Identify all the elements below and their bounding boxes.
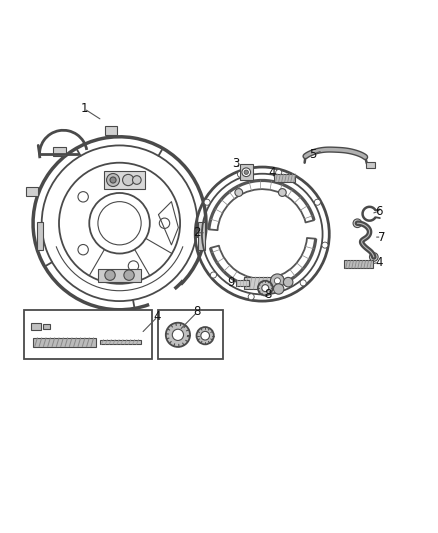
Circle shape <box>78 192 88 202</box>
Circle shape <box>283 277 293 287</box>
Circle shape <box>159 218 170 229</box>
Polygon shape <box>33 338 96 346</box>
Circle shape <box>133 176 141 184</box>
Circle shape <box>105 270 115 280</box>
Circle shape <box>314 199 321 205</box>
Polygon shape <box>104 172 145 189</box>
Text: 8: 8 <box>194 305 201 318</box>
Circle shape <box>248 294 254 300</box>
Polygon shape <box>198 222 205 250</box>
Polygon shape <box>344 261 372 268</box>
Circle shape <box>172 329 184 341</box>
Circle shape <box>128 261 138 271</box>
Bar <box>25 310 152 359</box>
Circle shape <box>210 272 216 278</box>
Circle shape <box>124 270 134 280</box>
Polygon shape <box>100 340 141 344</box>
Polygon shape <box>42 324 50 329</box>
Circle shape <box>353 219 362 228</box>
Circle shape <box>197 327 214 344</box>
Circle shape <box>235 189 243 196</box>
Polygon shape <box>31 322 41 330</box>
Circle shape <box>270 274 284 288</box>
Circle shape <box>273 284 284 294</box>
Polygon shape <box>240 165 253 180</box>
Circle shape <box>201 332 209 340</box>
Circle shape <box>78 245 88 255</box>
Text: 8: 8 <box>265 288 272 301</box>
Polygon shape <box>26 187 38 196</box>
Circle shape <box>300 280 306 286</box>
Circle shape <box>204 199 210 205</box>
Polygon shape <box>244 277 276 289</box>
Circle shape <box>322 242 328 248</box>
Text: 7: 7 <box>378 231 385 244</box>
Circle shape <box>244 170 248 174</box>
Circle shape <box>123 174 134 185</box>
Polygon shape <box>106 126 117 134</box>
Text: 4: 4 <box>375 256 383 269</box>
Circle shape <box>242 168 251 176</box>
Circle shape <box>279 189 286 196</box>
Circle shape <box>258 281 272 295</box>
Text: 4: 4 <box>268 166 276 179</box>
Circle shape <box>262 285 269 292</box>
Text: 6: 6 <box>375 205 383 217</box>
Circle shape <box>274 278 280 284</box>
Circle shape <box>237 171 244 177</box>
Polygon shape <box>53 148 66 156</box>
Circle shape <box>166 322 190 347</box>
Text: 1: 1 <box>80 102 88 115</box>
Text: 9: 9 <box>227 277 234 289</box>
Polygon shape <box>274 174 295 182</box>
Circle shape <box>276 169 282 175</box>
Text: 4: 4 <box>154 310 161 323</box>
Polygon shape <box>366 162 374 168</box>
Polygon shape <box>98 269 141 281</box>
Polygon shape <box>36 222 43 250</box>
Circle shape <box>370 253 378 261</box>
Text: 2: 2 <box>193 227 200 239</box>
Text: 3: 3 <box>233 157 240 170</box>
Circle shape <box>106 174 120 187</box>
Polygon shape <box>236 280 249 286</box>
Bar <box>159 310 223 359</box>
Circle shape <box>128 175 138 185</box>
Circle shape <box>110 177 116 183</box>
Text: 5: 5 <box>310 148 317 160</box>
